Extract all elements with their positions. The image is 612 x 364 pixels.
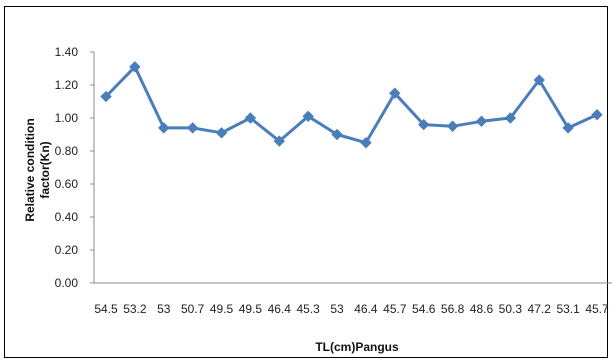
data-point	[533, 74, 545, 86]
y-tick-labels: 0.00 0.20 0.40 0.60 0.80 1.00 1.20 1.40	[55, 45, 79, 290]
data-point	[417, 118, 430, 131]
x-tick-label: 48.6	[470, 302, 494, 316]
data-point	[100, 90, 112, 103]
x-tick-label: 49.5	[239, 302, 263, 316]
y-tick-label: 0.00	[55, 276, 79, 290]
y-axis-title: Relative condition factor(Kn)	[23, 118, 52, 221]
x-tick-label: 50.3	[499, 302, 523, 316]
data-point	[591, 108, 603, 121]
x-tick-labels: 54.5 53.2 53 50.7 49.5 49.5 46.4 45.3 53 46.4 45.7…	[94, 302, 609, 316]
data-point	[562, 122, 574, 134]
x-tick-label: 49.5	[210, 302, 234, 316]
x-tick-label: 45.7	[585, 302, 609, 316]
x-tick-label: 47.2	[528, 302, 552, 316]
x-tick-label: 45.7	[383, 302, 407, 316]
x-tick-label: 53	[157, 302, 171, 316]
x-tick-label: 54.6	[412, 302, 436, 316]
y-tick-label: 0.20	[55, 243, 79, 257]
y-tick-label: 0.40	[55, 210, 79, 224]
data-point	[273, 135, 286, 147]
x-tick-label: 53.1	[556, 302, 580, 316]
data-point	[302, 110, 314, 123]
data-point	[186, 122, 199, 134]
y-axis-title-line-1: Relative condition	[23, 118, 37, 221]
x-axis-title: TL(cm)Pangus	[315, 340, 399, 354]
chart-frame	[4, 6, 608, 358]
data-point	[504, 112, 517, 124]
x-tick-label: 45.3	[296, 302, 320, 316]
y-tick-label: 0.60	[55, 177, 79, 191]
x-tick-label: 54.5	[94, 302, 118, 316]
data-point	[244, 112, 257, 124]
x-tick-label: 50.7	[181, 302, 205, 316]
data-point	[331, 128, 343, 141]
data-point	[129, 61, 141, 73]
y-axis-title-line-2: factor(Kn)	[38, 141, 52, 198]
series-line	[104, 65, 598, 145]
data-point	[215, 127, 228, 139]
data-point	[446, 120, 459, 132]
data-point	[360, 137, 372, 149]
x-tick-label: 53	[330, 302, 344, 316]
x-tick-label: 53.2	[123, 302, 147, 316]
axes	[90, 51, 612, 284]
series-kn	[100, 61, 603, 149]
x-tick-label: 56.8	[441, 302, 465, 316]
y-tick-label: 1.40	[55, 45, 79, 59]
x-tick-label: 46.4	[354, 302, 378, 316]
data-point	[475, 115, 488, 128]
x-tick-label: 46.4	[268, 302, 292, 316]
data-point	[158, 122, 170, 134]
y-tick-label: 1.00	[55, 111, 79, 125]
data-point	[389, 87, 401, 99]
y-tick-label: 1.20	[55, 78, 79, 92]
y-tick-label: 0.80	[55, 144, 79, 158]
